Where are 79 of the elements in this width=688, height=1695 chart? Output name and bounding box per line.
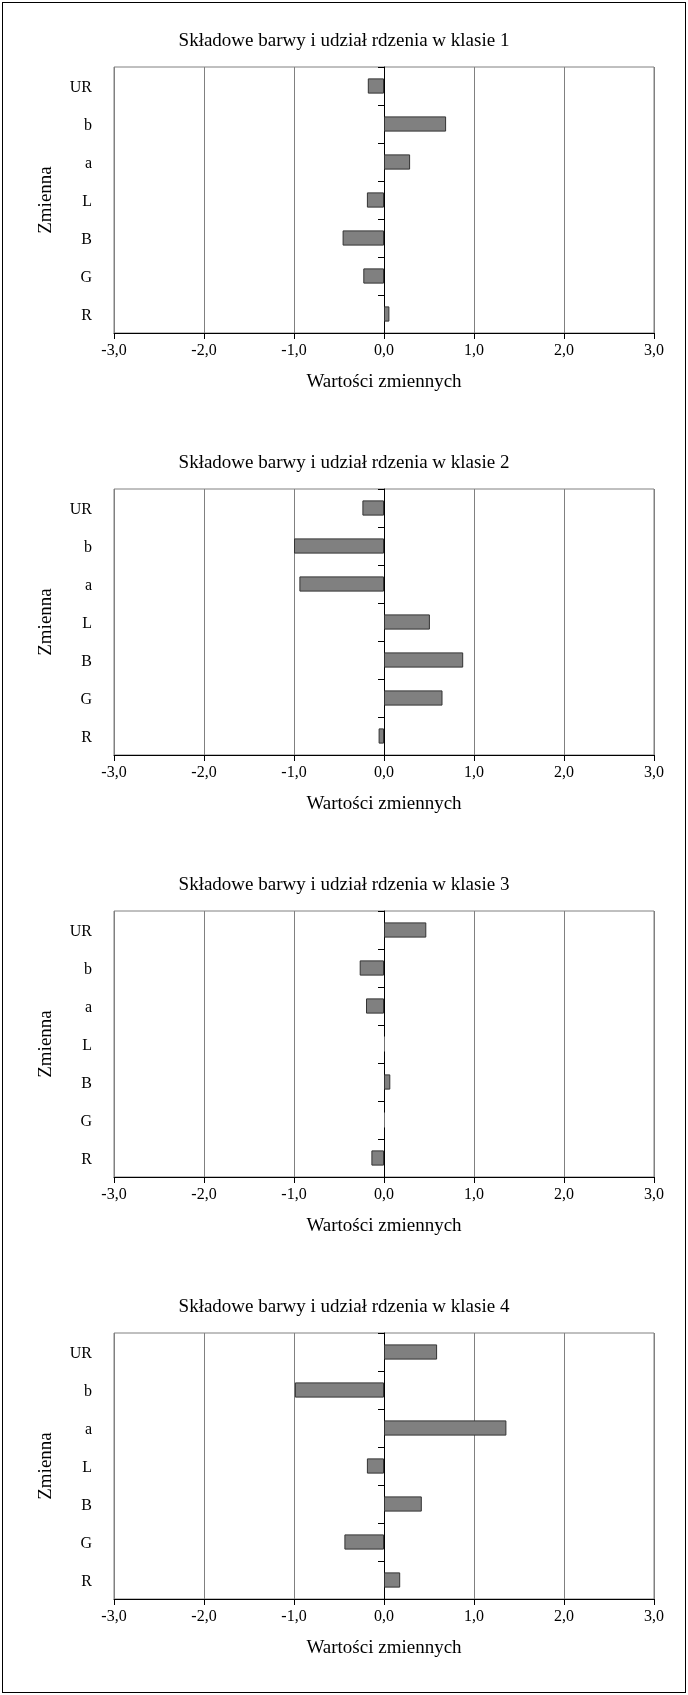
x-tick-label: -2,0 (191, 1606, 217, 1624)
chart-title: Składowe barwy i udział rdzenia w klasie 4 (178, 1295, 510, 1316)
x-tick-label: 2,0 (554, 1606, 574, 1624)
x-tick-label: -2,0 (191, 762, 217, 780)
bar (299, 576, 384, 592)
x-axis-title: Wartości zmiennych (306, 792, 463, 813)
y-tick-label: L (82, 191, 92, 209)
y-tick-label: a (84, 997, 92, 1015)
y-tick-label: G (80, 1111, 93, 1129)
y-tick-label: b (84, 959, 92, 977)
x-tick-label: 1,0 (464, 1606, 484, 1624)
y-tick-label: B (81, 651, 92, 669)
bar (378, 728, 384, 744)
x-tick-label: 2,0 (554, 1184, 574, 1202)
bar (366, 1458, 384, 1474)
x-tick-label: -2,0 (191, 1184, 217, 1202)
x-tick-label: 3,0 (644, 1184, 664, 1202)
y-tick-label: L (82, 1457, 92, 1475)
y-axis-title: Zmienna (34, 1431, 55, 1500)
y-axis-title: Zmienna (34, 587, 55, 656)
y-tick-label: a (84, 575, 92, 593)
x-tick-label: -3,0 (101, 340, 127, 358)
bar (384, 652, 464, 668)
bar (384, 1344, 438, 1360)
x-tick-label: -3,0 (101, 1606, 127, 1624)
x-tick-label: 0,0 (374, 1184, 394, 1202)
x-tick-label: -1,0 (281, 1184, 307, 1202)
y-tick-label: B (81, 1495, 92, 1513)
y-tick-label: a (84, 1419, 92, 1437)
y-tick-label: b (84, 1381, 92, 1399)
bar (384, 1572, 401, 1588)
x-tick-label: 2,0 (554, 340, 574, 358)
bar (362, 500, 384, 516)
x-tick-label: -1,0 (281, 340, 307, 358)
x-axis-title: Wartości zmiennych (306, 370, 463, 391)
y-tick-label: R (81, 1149, 93, 1167)
y-tick-label: R (81, 1571, 93, 1589)
bar (344, 1534, 384, 1550)
bar (384, 1496, 422, 1512)
x-tick-label: 0,0 (374, 1606, 394, 1624)
y-tick-label: B (81, 229, 92, 247)
y-tick-label: UR (69, 499, 93, 517)
x-tick-label: 0,0 (374, 340, 394, 358)
y-tick-label: G (80, 267, 93, 285)
bar (384, 690, 443, 706)
y-tick-label: a (84, 153, 92, 171)
y-tick-label: UR (69, 1343, 93, 1361)
y-tick-label: UR (69, 921, 93, 939)
y-tick-label: R (81, 305, 93, 323)
x-tick-label: 3,0 (644, 1606, 664, 1624)
y-tick-label: b (84, 537, 92, 555)
x-tick-label: 2,0 (554, 762, 574, 780)
chart-title: Składowe barwy i udział rdzenia w klasie 2 (178, 451, 510, 472)
x-tick-label: -1,0 (281, 762, 307, 780)
chart-title: Składowe barwy i udział rdzenia w klasie 3 (178, 873, 510, 894)
x-tick-label: 0,0 (374, 762, 394, 780)
x-axis-title: Wartości zmiennych (306, 1214, 463, 1235)
chart-title: Składowe barwy i udział rdzenia w klasie 1 (178, 29, 510, 50)
y-tick-label: G (80, 1533, 93, 1551)
x-tick-label: 1,0 (464, 762, 484, 780)
x-tick-label: -3,0 (101, 762, 127, 780)
x-tick-label: 3,0 (644, 340, 664, 358)
y-tick-label: R (81, 727, 93, 745)
y-axis-title: Zmienna (34, 1009, 55, 1078)
bar (384, 614, 430, 630)
y-tick-label: b (84, 115, 92, 133)
x-tick-label: -1,0 (281, 1606, 307, 1624)
y-axis-title: Zmienna (34, 165, 55, 234)
y-tick-label: G (80, 689, 93, 707)
y-tick-label: B (81, 1073, 92, 1091)
y-tick-label: UR (69, 77, 93, 95)
x-tick-label: -3,0 (101, 1184, 127, 1202)
y-tick-label: L (82, 1035, 92, 1053)
x-axis-title: Wartości zmiennych (306, 1636, 463, 1657)
x-tick-label: 3,0 (644, 762, 664, 780)
y-tick-label: L (82, 613, 92, 631)
x-tick-label: 1,0 (464, 340, 484, 358)
x-tick-label: -2,0 (191, 340, 217, 358)
x-tick-label: 1,0 (464, 1184, 484, 1202)
